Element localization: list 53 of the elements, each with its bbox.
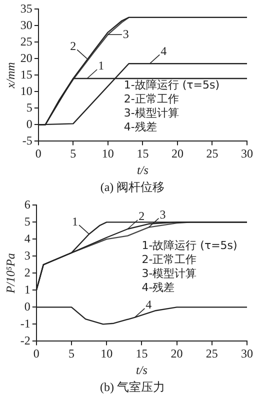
annotation: 1-故障运行 (τ=5s) (124, 78, 220, 92)
y-tick-label: 0 (26, 116, 32, 131)
annotation: 4 (160, 44, 167, 58)
y-tick-label: 25 (20, 34, 32, 48)
y-tick-label: 4 (24, 231, 30, 246)
y-tick-label: -2 (20, 333, 30, 348)
x-tick-label: 10 (102, 146, 114, 161)
x-tick-label: 25 (206, 146, 218, 161)
annotation: 3-模型计算 (142, 266, 197, 280)
y-axis-title: P/10⁵Pa (3, 253, 18, 294)
annotation: 2 (138, 209, 145, 224)
x-tick-label: 20 (170, 346, 183, 361)
annotation: 1 (98, 58, 104, 73)
x-tick-label: 0 (35, 146, 42, 161)
y-tick-label: 5 (26, 100, 32, 114)
y-tick-label: 3 (24, 248, 30, 262)
y-tick-label: -1 (20, 316, 30, 330)
annotation: 2-正常工作 (142, 252, 197, 266)
y-tick-label: 0 (24, 299, 30, 314)
x-tick-label: 30 (241, 146, 253, 161)
y-tick-label: 10 (20, 84, 32, 98)
y-tick-label: -5 (22, 133, 32, 148)
annotation: 4-残差 (142, 280, 175, 294)
annotation: 1 (72, 214, 78, 228)
annotation: 3 (122, 26, 129, 41)
x-tick-label: 5 (68, 346, 74, 361)
x-axis-title: t/s (137, 162, 149, 177)
y-tick-label: 1 (24, 282, 30, 296)
x-tick-label: 10 (100, 346, 113, 361)
x-tick-label: 5 (70, 146, 76, 161)
annotation: 1-故障运行 (τ=5s) (142, 238, 238, 252)
y-tick-label: 5 (24, 214, 30, 228)
y-tick-label: 30 (20, 18, 32, 32)
text: (b) 气室压力 (99, 379, 166, 396)
y-tick-label: 2 (24, 265, 30, 280)
annotation: 3 (160, 207, 166, 222)
x-tick-label: 20 (171, 146, 184, 161)
annotation: 3-模型计算 (124, 106, 179, 120)
y-tick-label: 35 (20, 1, 32, 16)
x-tick-label: 15 (136, 346, 148, 361)
x-tick-label: 30 (241, 346, 253, 361)
annotation: 2-正常工作 (124, 92, 179, 106)
annotation: 4-残差 (124, 120, 157, 134)
annotation: 2 (70, 38, 76, 53)
y-axis-title: x/mm (3, 62, 18, 90)
text: (a) 阀杆位移 (99, 179, 166, 196)
x-tick-label: 25 (206, 346, 218, 361)
y-tick-label: 15 (20, 67, 32, 82)
x-tick-label: 15 (136, 146, 149, 161)
y-tick-label: 6 (24, 197, 30, 212)
annotation: 4 (146, 298, 152, 312)
y-tick-label: 20 (20, 50, 32, 65)
x-axis-title: t/s (136, 362, 148, 377)
